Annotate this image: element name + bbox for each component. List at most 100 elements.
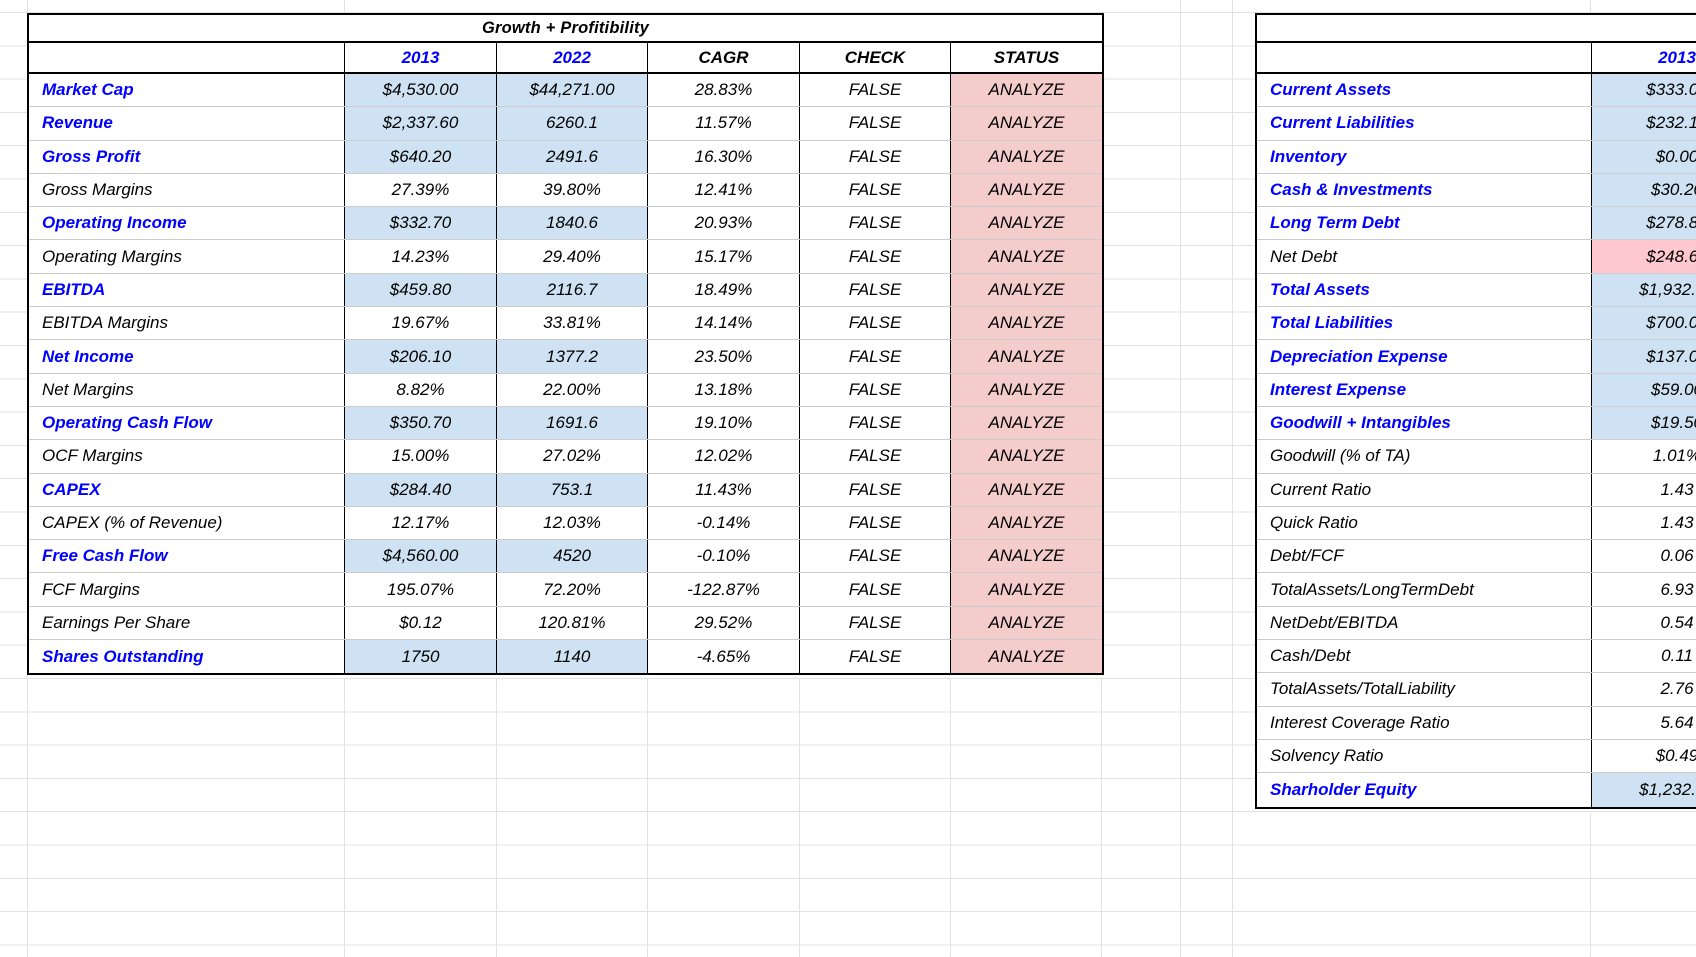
cell-2013[interactable]: $30.20 — [1592, 173, 1696, 207]
cell-check[interactable]: FALSE — [800, 573, 951, 606]
cell-2022[interactable]: 120.81% — [497, 606, 648, 640]
cell-2013[interactable]: $1,232.00 — [1592, 773, 1696, 807]
row-label-cell[interactable]: Market Cap — [29, 74, 345, 107]
cell-2022[interactable]: 2491.6 — [497, 140, 648, 173]
row-label-cell[interactable]: OCF Margins — [29, 440, 345, 473]
cell-cagr[interactable]: 23.50% — [648, 340, 800, 373]
cell-check[interactable]: FALSE — [800, 240, 951, 273]
cell-2013[interactable]: 0.06 — [1660, 546, 1694, 566]
cell-2013[interactable]: 1.01% — [1652, 446, 1696, 466]
row-label-cell[interactable]: Earnings Per Share — [29, 606, 345, 640]
row-label-cell[interactable]: Quick Ratio — [1257, 506, 1592, 540]
row-label-cell[interactable]: EBITDA Margins — [29, 307, 345, 340]
row-label-cell[interactable]: Goodwill (% of TA) — [1257, 440, 1592, 473]
cell-2022[interactable]: 33.81% — [497, 307, 648, 340]
row-label-cell[interactable]: Operating Income — [29, 207, 345, 240]
cell-check[interactable]: FALSE — [800, 540, 951, 573]
cell-2022[interactable]: 12.03% — [497, 506, 648, 540]
cell-2013[interactable]: 2.76 — [1660, 679, 1694, 699]
cell-check[interactable]: FALSE — [800, 74, 951, 107]
cell-check[interactable]: FALSE — [800, 107, 951, 140]
cell-2013[interactable]: $350.70 — [345, 406, 497, 440]
cell-cagr[interactable]: 12.02% — [648, 440, 800, 473]
cell-status[interactable]: ANALYZE — [951, 173, 1102, 207]
cell-2013[interactable]: 0.11 — [1661, 646, 1693, 666]
cell-cagr[interactable]: 16.30% — [648, 140, 800, 173]
row-label-cell[interactable]: Free Cash Flow — [29, 540, 345, 573]
header-2013-cell[interactable]: 2013 — [345, 43, 497, 72]
cell-2022[interactable]: 2116.7 — [497, 273, 648, 307]
table-title-cell[interactable] — [1257, 15, 1696, 43]
cell-status[interactable]: ANALYZE — [951, 273, 1102, 307]
cell-2013[interactable]: $2,337.60 — [345, 107, 497, 140]
cell-2013[interactable]: $4,530.00 — [345, 74, 497, 107]
cell-cagr[interactable]: 19.10% — [648, 406, 800, 440]
cell-2013[interactable]: $137.00 — [1592, 340, 1696, 373]
cell-status[interactable]: ANALYZE — [951, 340, 1102, 373]
cell-check[interactable]: FALSE — [800, 640, 951, 674]
cell-status[interactable]: ANALYZE — [951, 506, 1102, 540]
cell-2013[interactable]: 12.17% — [345, 506, 497, 540]
cell-cagr[interactable]: -0.14% — [648, 506, 800, 540]
cell-status[interactable]: ANALYZE — [951, 406, 1102, 440]
cell-2013[interactable]: $278.80 — [1592, 207, 1696, 240]
header-2022-cell[interactable]: 2022 — [497, 43, 648, 72]
cell-status[interactable]: ANALYZE — [951, 606, 1102, 640]
cell-2022[interactable]: $44,271.00 — [497, 74, 648, 107]
cell-cagr[interactable]: -4.65% — [648, 640, 800, 674]
row-label-cell[interactable]: Interest Coverage Ratio — [1257, 706, 1592, 739]
row-label-cell[interactable]: Inventory — [1257, 140, 1592, 173]
cell-cagr[interactable]: 11.43% — [648, 473, 800, 506]
cell-check[interactable]: FALSE — [800, 506, 951, 540]
cell-check[interactable]: FALSE — [800, 340, 951, 373]
row-label-cell[interactable]: Long Term Debt — [1257, 207, 1592, 240]
header-label-cell[interactable] — [29, 43, 345, 72]
cell-2013[interactable]: 6.93 — [1660, 579, 1694, 599]
cell-cagr[interactable]: 14.14% — [648, 307, 800, 340]
row-label-cell[interactable]: NetDebt/EBITDA — [1257, 606, 1592, 640]
cell-2013[interactable]: $0.00 — [1592, 140, 1696, 173]
cell-check[interactable]: FALSE — [800, 173, 951, 207]
cell-2013[interactable]: $19.50 — [1592, 406, 1696, 440]
cell-cagr[interactable]: 12.41% — [648, 173, 800, 207]
cell-2013[interactable]: 14.23% — [345, 240, 497, 273]
header-2013-cell[interactable]: 2013 — [1658, 47, 1696, 67]
row-label-cell[interactable]: Goodwill + Intangibles — [1257, 406, 1592, 440]
cell-2013[interactable]: 1.43 — [1660, 513, 1694, 532]
cell-status[interactable]: ANALYZE — [951, 74, 1102, 107]
row-label-cell[interactable]: Current Assets — [1257, 74, 1592, 107]
row-label-cell[interactable]: Debt/FCF — [1257, 540, 1592, 573]
row-label-cell[interactable]: Revenue — [29, 107, 345, 140]
cell-cagr[interactable]: -122.87% — [648, 573, 800, 606]
row-label-cell[interactable]: Solvency Ratio — [1257, 739, 1592, 773]
cell-status[interactable]: ANALYZE — [951, 373, 1102, 406]
header-status-cell[interactable]: STATUS — [993, 47, 1060, 67]
cell-2013[interactable]: $206.10 — [345, 340, 497, 373]
cell-2022[interactable]: 6260.1 — [497, 107, 648, 140]
cell-2013[interactable]: 5.64 — [1660, 712, 1694, 732]
row-label-cell[interactable]: TotalAssets/LongTermDebt — [1257, 573, 1592, 606]
row-label-cell[interactable]: CAPEX (% of Revenue) — [29, 506, 345, 540]
cell-cagr[interactable]: 18.49% — [648, 273, 800, 307]
cell-2013[interactable]: $332.70 — [345, 207, 497, 240]
row-label-cell[interactable]: Net Margins — [29, 373, 345, 406]
row-label-cell[interactable]: Total Assets — [1257, 273, 1592, 307]
cell-2013[interactable]: $333.00 — [1592, 74, 1696, 107]
cell-2022[interactable]: 1140 — [497, 640, 648, 674]
cell-status[interactable]: ANALYZE — [951, 107, 1102, 140]
row-label-cell[interactable]: Cash & Investments — [1257, 173, 1592, 207]
cell-2013[interactable]: $640.20 — [345, 140, 497, 173]
row-label-cell[interactable]: Net Income — [29, 340, 345, 373]
cell-status[interactable]: ANALYZE — [951, 440, 1102, 473]
cell-2013[interactable]: 8.82% — [345, 373, 497, 406]
cell-status[interactable]: ANALYZE — [951, 540, 1102, 573]
row-label-cell[interactable]: Depreciation Expense — [1257, 340, 1592, 373]
cell-check[interactable]: FALSE — [800, 373, 951, 406]
cell-2022[interactable]: 39.80% — [497, 173, 648, 207]
cell-status[interactable]: ANALYZE — [951, 207, 1102, 240]
cell-cagr[interactable]: -0.10% — [648, 540, 800, 573]
cell-2013[interactable]: $700.00 — [1592, 307, 1696, 340]
cell-2022[interactable]: 72.20% — [497, 573, 648, 606]
row-label-cell[interactable]: CAPEX — [29, 473, 345, 506]
cell-2022[interactable]: 1691.6 — [497, 406, 648, 440]
